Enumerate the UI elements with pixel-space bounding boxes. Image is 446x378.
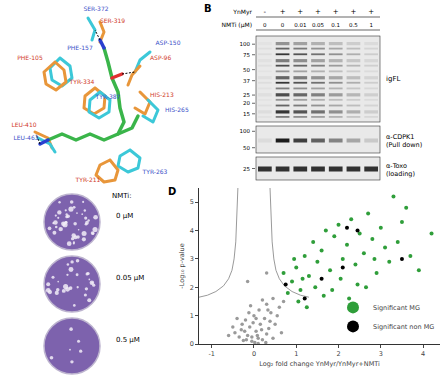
svg-text:α-Toxo: α-Toxo	[386, 162, 407, 170]
svg-text:4: 4	[421, 350, 425, 358]
svg-text:Significant MG: Significant MG	[373, 304, 420, 312]
svg-text:NMTi:: NMTi:	[112, 192, 132, 200]
svg-text:100: 100	[240, 128, 251, 134]
svg-text:15: 15	[243, 111, 250, 117]
svg-text:1: 1	[294, 350, 298, 358]
svg-text:-: -	[264, 8, 267, 16]
svg-text:4: 4	[190, 227, 194, 235]
svg-text:3: 3	[190, 255, 194, 263]
svg-text:LEU-410: LEU-410	[11, 121, 36, 128]
svg-text:25: 25	[243, 92, 250, 98]
svg-text:0.5 µM: 0.5 µM	[116, 336, 140, 344]
svg-text:0: 0	[281, 22, 285, 28]
svg-text:PHE-157: PHE-157	[67, 44, 93, 51]
svg-text:SER-319: SER-319	[100, 17, 125, 24]
svg-text:+: +	[297, 8, 303, 16]
svg-text:+: +	[350, 8, 356, 16]
svg-text:Significant non MG: Significant non MG	[373, 323, 434, 331]
svg-text:TYR-211: TYR-211	[75, 176, 101, 183]
svg-text:1: 1	[190, 312, 194, 320]
svg-text:TYR-263: TYR-263	[142, 168, 168, 175]
svg-text:PHE-105: PHE-105	[17, 54, 43, 61]
svg-text:D: D	[168, 186, 176, 197]
svg-text:+: +	[315, 8, 321, 16]
svg-text:+: +	[368, 8, 374, 16]
svg-text:0.05: 0.05	[312, 22, 325, 28]
svg-text:2: 2	[190, 284, 194, 292]
svg-text:SER-372: SER-372	[83, 5, 108, 12]
svg-text:2: 2	[336, 350, 340, 358]
svg-text:B: B	[204, 3, 212, 14]
svg-text:YnMyr: YnMyr	[232, 8, 252, 16]
svg-text:+: +	[333, 8, 339, 16]
svg-text:LEU-463: LEU-463	[13, 134, 38, 141]
svg-text:20: 20	[243, 100, 250, 106]
svg-text:37: 37	[243, 78, 250, 84]
svg-text:+: +	[280, 8, 286, 16]
svg-text:HIS-213: HIS-213	[150, 91, 174, 98]
svg-text:50: 50	[243, 67, 250, 73]
svg-text:0 µM: 0 µM	[116, 212, 133, 220]
svg-text:-Log₁₀ p-value: -Log₁₀ p-value	[178, 243, 186, 288]
svg-text:0.01: 0.01	[294, 22, 306, 28]
svg-text:(loading): (loading)	[386, 170, 415, 178]
svg-text:igFL: igFL	[386, 75, 400, 83]
svg-text:5: 5	[190, 198, 194, 206]
svg-text:NMTi (µM): NMTi (µM)	[222, 21, 252, 29]
svg-text:1: 1	[369, 22, 373, 28]
svg-text:0: 0	[252, 350, 256, 358]
svg-text:75: 75	[243, 52, 250, 58]
svg-text:0.1: 0.1	[331, 22, 340, 28]
svg-text:TYR-387: TYR-387	[95, 93, 121, 100]
svg-text:TYR-334: TYR-334	[69, 78, 95, 85]
svg-text:0: 0	[190, 340, 194, 348]
svg-text:0.5: 0.5	[349, 22, 358, 28]
svg-text:50: 50	[243, 145, 250, 151]
svg-text:(Pull down): (Pull down)	[386, 141, 422, 149]
svg-text:25: 25	[243, 166, 250, 172]
svg-text:0.05 µM: 0.05 µM	[116, 274, 144, 282]
svg-text:0: 0	[263, 22, 267, 28]
svg-text:-1: -1	[208, 350, 214, 358]
svg-text:α-CDPK1: α-CDPK1	[386, 133, 415, 141]
svg-text:HIS-265: HIS-265	[165, 106, 189, 113]
svg-text:ASP-96: ASP-96	[150, 54, 171, 61]
svg-text:3: 3	[379, 350, 383, 358]
svg-text:100: 100	[240, 41, 251, 47]
svg-text:ASP-150: ASP-150	[155, 39, 180, 46]
svg-text:Log₂ fold change YnMyr/YnMyr+N: Log₂ fold change YnMyr/YnMyr+NMTi	[259, 360, 380, 368]
